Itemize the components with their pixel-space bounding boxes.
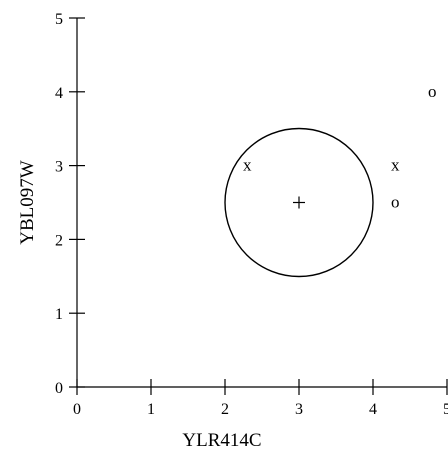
- x-tick-label: 3: [295, 401, 303, 418]
- x-marker: x: [243, 156, 252, 175]
- x-tick-label: 2: [221, 401, 229, 418]
- plot-marks: x xoo: [224, 82, 437, 278]
- cluster-circle: [224, 127, 374, 278]
- x-tick-label: 4: [369, 401, 377, 418]
- x-tick-label: 5: [443, 401, 448, 418]
- x-tick-label: 0: [73, 401, 81, 418]
- y-tick-label: 0: [55, 380, 63, 397]
- x-tick-label: 1: [147, 401, 155, 418]
- axes: 0 1 2 3 4 5 0 1 2 3 4 5: [55, 11, 448, 418]
- x-marker: x: [391, 156, 400, 175]
- x-axis-title: YLR414C: [182, 430, 261, 451]
- y-tick-label: 5: [55, 11, 63, 28]
- y-tick-label: 2: [55, 232, 63, 249]
- center-plus-marker: [293, 196, 305, 209]
- o-marker: o: [428, 82, 437, 101]
- y-tick-label: 1: [55, 306, 63, 323]
- y-tick-label: 3: [55, 159, 63, 176]
- o-marker: o: [391, 193, 400, 212]
- y-axis-title: YBL097W: [17, 160, 38, 245]
- y-tick-label: 4: [55, 85, 63, 102]
